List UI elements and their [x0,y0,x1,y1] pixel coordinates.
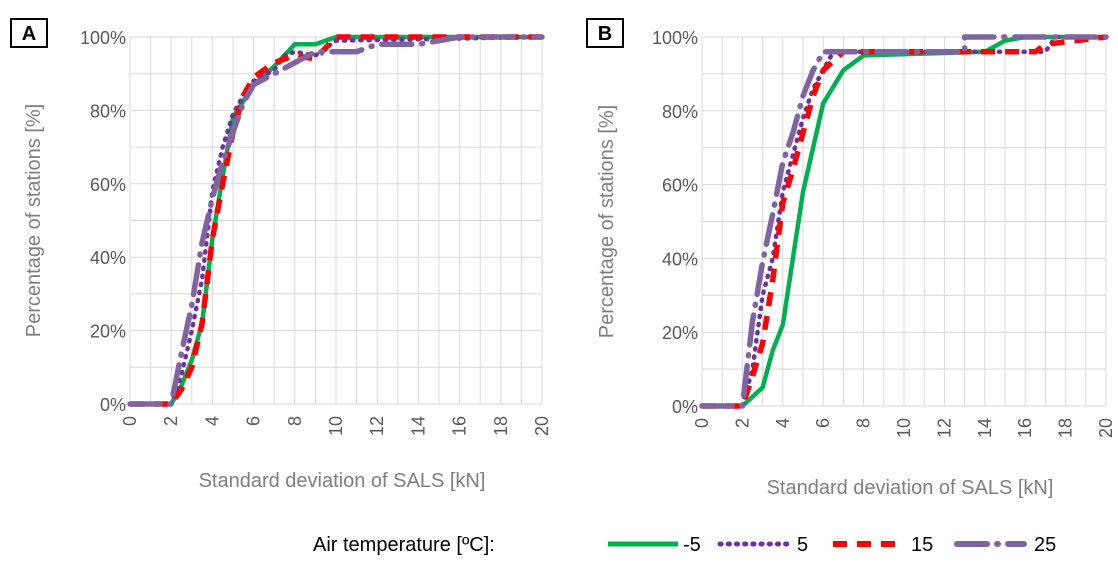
x-tick-label: 20 [532,416,552,436]
y-axis-title: Percentage of stations [%] [596,105,618,338]
x-tick-label: 4 [202,416,222,426]
y-tick-label: 40% [662,249,698,269]
x-axis-title: Standard deviation of SALS [kN] [199,470,486,492]
x-tick-label: 18 [1056,418,1076,438]
y-tick-label: 80% [90,101,126,121]
x-tick-label: 12 [367,416,387,436]
x-tick-label: 16 [1015,418,1035,438]
y-tick-label: 20% [662,323,698,343]
legend-label-15: 15 [911,534,933,556]
x-axis-title: Standard deviation of SALS [kN] [767,477,1054,499]
x-tick-label: 20 [1096,418,1116,438]
y-tick-label: 80% [662,102,698,122]
y-tick-label: 0% [672,397,698,417]
legend: Air temperature [ºC]: -5 5 15 25 [313,534,1056,556]
y-tick-label: 60% [662,176,698,196]
x-tick-label: 4 [773,418,793,428]
legend-title: Air temperature [ºC]: [313,534,495,556]
x-tick-label: 2 [161,416,181,426]
panel-label-box [586,18,624,48]
panel-label: B [598,23,612,45]
x-tick-label: 16 [450,416,470,436]
y-tick-label: 100% [80,28,126,48]
y-tick-label: 40% [90,248,126,268]
y-tick-label: 20% [90,322,126,342]
series-line-minus5 [702,34,1106,409]
series-line-25 [127,34,545,407]
y-tick-label: 100% [652,28,698,48]
x-tick-label: 0 [120,416,140,426]
y-axis-title: Percentage of stations [%] [23,104,45,337]
x-tick-label: 6 [813,418,833,428]
panel-label: A [22,23,36,45]
x-tick-label: 10 [326,416,346,436]
x-tick-label: 8 [285,416,305,426]
x-tick-label: 10 [894,418,914,438]
x-tick-label: 0 [692,418,712,428]
x-tick-label: 2 [732,418,752,428]
chart-panel-b: 0% 20% 40% 60% 80% 100% 0 2 4 6 8 10 12 14 16 18 20 Stand… [586,18,1116,499]
legend-label-25: 25 [1034,534,1056,556]
x-tick-label: 6 [244,416,264,426]
y-tick-label: 60% [90,175,126,195]
x-tick-label: 14 [408,416,428,436]
legend-label-minus5: -5 [683,534,701,556]
x-tick-label: 18 [491,416,511,436]
legend-label-5: 5 [797,534,808,556]
chart-panel-a: 0% 20% 40% 60% 80% 100% 0 2 4 6 8 10 12 14 16 18 20 Stand… [10,18,552,492]
series-line-15 [702,34,1107,409]
panel-label-box [10,18,48,48]
x-tick-label: 8 [854,418,874,428]
x-tick-label: 12 [934,418,954,438]
y-tick-label: 0% [100,395,126,415]
x-tick-label: 14 [975,418,995,438]
series-line-25 [699,34,1109,409]
